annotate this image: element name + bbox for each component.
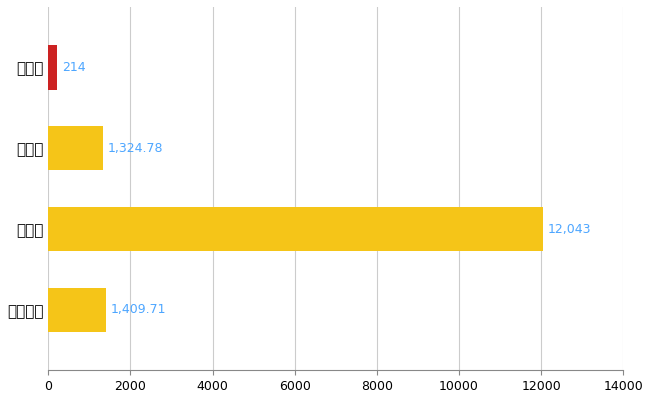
- Bar: [48, 45, 57, 90]
- Text: 1,409.71: 1,409.71: [111, 303, 166, 316]
- Text: 214: 214: [62, 61, 86, 74]
- Text: 1,324.78: 1,324.78: [108, 142, 163, 155]
- Bar: [48, 126, 103, 170]
- Bar: [48, 288, 106, 332]
- Text: 12,043: 12,043: [548, 222, 592, 236]
- Bar: [48, 207, 543, 251]
